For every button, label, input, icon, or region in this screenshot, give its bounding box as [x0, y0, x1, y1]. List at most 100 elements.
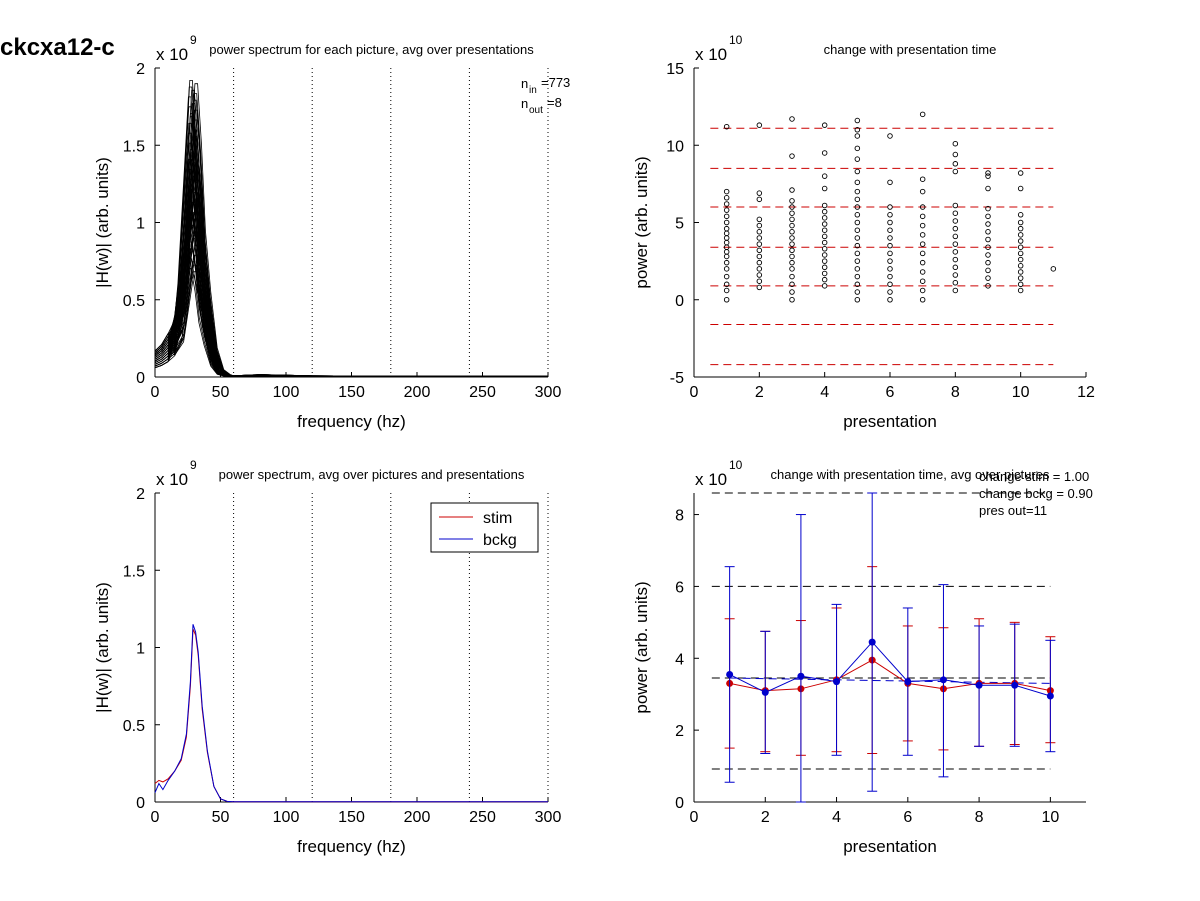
scatter-point: [756, 266, 763, 272]
scatter-point: [789, 266, 795, 272]
scatter-point: [952, 161, 959, 167]
panel-power-spectrum-avg: 0 50 100 150 200 250 300 0 0.5 1 1.5 2 frequency (hz…: [93, 458, 561, 856]
x-tick-label: 10: [1012, 384, 1030, 401]
scatter-point: [1017, 269, 1024, 275]
scatter-point: [919, 222, 926, 229]
y-tick-label: 0: [136, 795, 145, 812]
scatter-point: [723, 207, 730, 213]
multiplier-label: x 10: [156, 45, 188, 64]
y-tick-label: 1: [136, 641, 145, 658]
y-tick-label: 0.5: [123, 718, 145, 735]
scatter-point: [952, 256, 959, 263]
scatter-point: [887, 242, 893, 249]
annotation-text: change stim = 1.00: [979, 469, 1089, 484]
scatter-point: [756, 229, 763, 235]
scatter-point: [854, 212, 861, 218]
scatter-point: [985, 185, 991, 192]
scatter-point: [952, 151, 959, 158]
scatter-point: [723, 249, 730, 255]
y-tick-label: 8: [675, 508, 684, 525]
scatter-point: [854, 127, 861, 133]
data-point-bckg: [1046, 692, 1054, 700]
scatter-point: [789, 210, 795, 216]
x-tick-label: 200: [404, 809, 431, 826]
scatter-point: [789, 241, 795, 247]
x-tick-label: 0: [151, 384, 160, 401]
scatter-point: [985, 221, 991, 227]
scatter-point: [1017, 244, 1024, 250]
data-point-bckg: [761, 688, 769, 696]
annotation-text: change bckg = 0.90: [979, 486, 1093, 501]
scatter-point: [887, 179, 893, 186]
scatter-point: [821, 227, 828, 233]
scatter-point: [789, 229, 795, 235]
x-tick-label: 250: [469, 384, 496, 401]
scatter-point: [919, 278, 926, 284]
data-point-bckg: [939, 676, 947, 684]
scatter-point: [723, 213, 730, 220]
y-tick-label: 2: [675, 723, 684, 740]
scatter-point: [723, 219, 730, 226]
series-line-stim: [154, 628, 548, 803]
scatter-point: [1017, 219, 1024, 226]
scatter-point: [854, 188, 861, 195]
data-point-bckg: [797, 672, 805, 680]
n-out-value: =8: [547, 95, 562, 110]
x-tick-label: 300: [535, 384, 562, 401]
y-tick-label: 1: [136, 216, 145, 233]
x-tick-label: 300: [535, 809, 562, 826]
scatter-point: [789, 259, 795, 266]
scatter-point: [821, 221, 828, 227]
scatter-point: [723, 297, 730, 303]
scatter-point: [821, 258, 828, 264]
scatter-point: [756, 278, 763, 284]
scatter-point: [919, 269, 926, 275]
scatter-point: [723, 235, 730, 241]
scatter-point: [723, 273, 730, 280]
scatter-point: [952, 249, 959, 255]
x-tick-label: 0: [151, 809, 160, 826]
spectrum-curve: [154, 129, 548, 377]
scatter-point: [919, 241, 926, 247]
scatter-point: [789, 153, 795, 159]
scatter-point: [821, 173, 828, 179]
scatter-point: [887, 250, 893, 257]
scatter-point: [789, 253, 795, 260]
scatter-point: [821, 276, 828, 283]
scatter-point: [756, 222, 763, 229]
scatter-point: [919, 232, 926, 238]
scatter-point: [756, 190, 763, 196]
x-axis-label: presentation: [843, 837, 937, 856]
scatter-point: [919, 111, 926, 118]
scatter-point: [985, 244, 991, 250]
y-tick-label: 10: [666, 138, 684, 155]
y-tick-label: 6: [675, 579, 684, 596]
n-in-label: n: [521, 76, 528, 91]
scatter-point: [1017, 263, 1024, 269]
scatter-point: [1017, 281, 1024, 288]
scatter-point: [887, 266, 893, 272]
x-axis-label: frequency (hz): [297, 837, 406, 856]
y-tick-label: 1.5: [123, 138, 145, 155]
scatter-point: [854, 235, 861, 241]
y-axis-label: |H(w)| (arb. units): [93, 157, 112, 288]
x-tick-label: 12: [1077, 384, 1095, 401]
scatter-point: [854, 297, 861, 303]
fit-line: [729, 677, 1051, 684]
scatter-point: [985, 213, 991, 220]
scatter-point: [854, 266, 861, 272]
scatter-point: [985, 283, 991, 289]
y-axis-label: |H(w)| (arb. units): [93, 582, 112, 713]
legend-label-bckg: bckg: [483, 532, 517, 549]
y-tick-label: 15: [666, 61, 684, 78]
scatter-point: [919, 287, 926, 294]
scatter-point: [919, 250, 926, 257]
legend-box: [430, 502, 539, 553]
scatter-point: [985, 173, 991, 179]
panel-change-with-presentation-time: 0 2 4 6 8 10 12 -5 0 5 10 15 presentation power (arb.…: [632, 33, 1095, 431]
scatter-point: [821, 150, 828, 156]
scatter-point: [1017, 232, 1024, 238]
multiplier-label: x 10: [695, 470, 727, 489]
scatter-point: [985, 236, 991, 243]
x-tick-label: 200: [404, 384, 431, 401]
